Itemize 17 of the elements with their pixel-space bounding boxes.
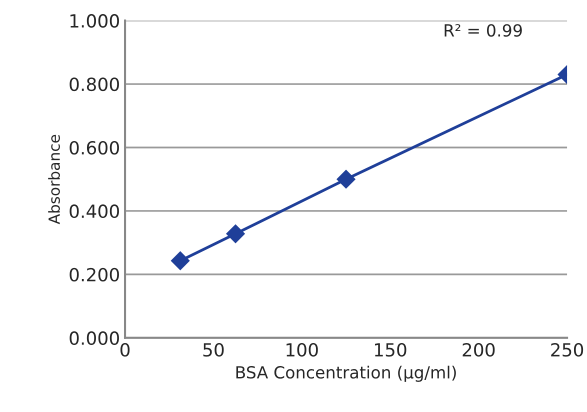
y-tick-label: 0.000 <box>70 331 119 345</box>
y-tick-label: 1.000 <box>70 14 119 28</box>
y-tick-label: 0.400 <box>70 204 119 218</box>
point <box>226 224 245 244</box>
y-axis-title: Absorbance <box>48 134 60 224</box>
x-tick-label: 150 <box>374 343 406 357</box>
y-tick-label: 0.200 <box>70 268 119 282</box>
y-tick-label: 0.600 <box>70 140 119 155</box>
x-axis-title: BSA Concentration (μg/ml) <box>236 366 456 382</box>
y-tick-label: 0.800 <box>70 78 119 92</box>
x-tick-label: 100 <box>286 343 318 357</box>
point <box>170 251 190 270</box>
x-tick-label: 250 <box>551 343 584 357</box>
annotation: R² = 0.99 <box>444 24 522 37</box>
x-tick-label: 200 <box>462 343 495 357</box>
x-tick-label: 50 <box>203 343 224 357</box>
x-tick-label: 0 <box>120 343 130 357</box>
